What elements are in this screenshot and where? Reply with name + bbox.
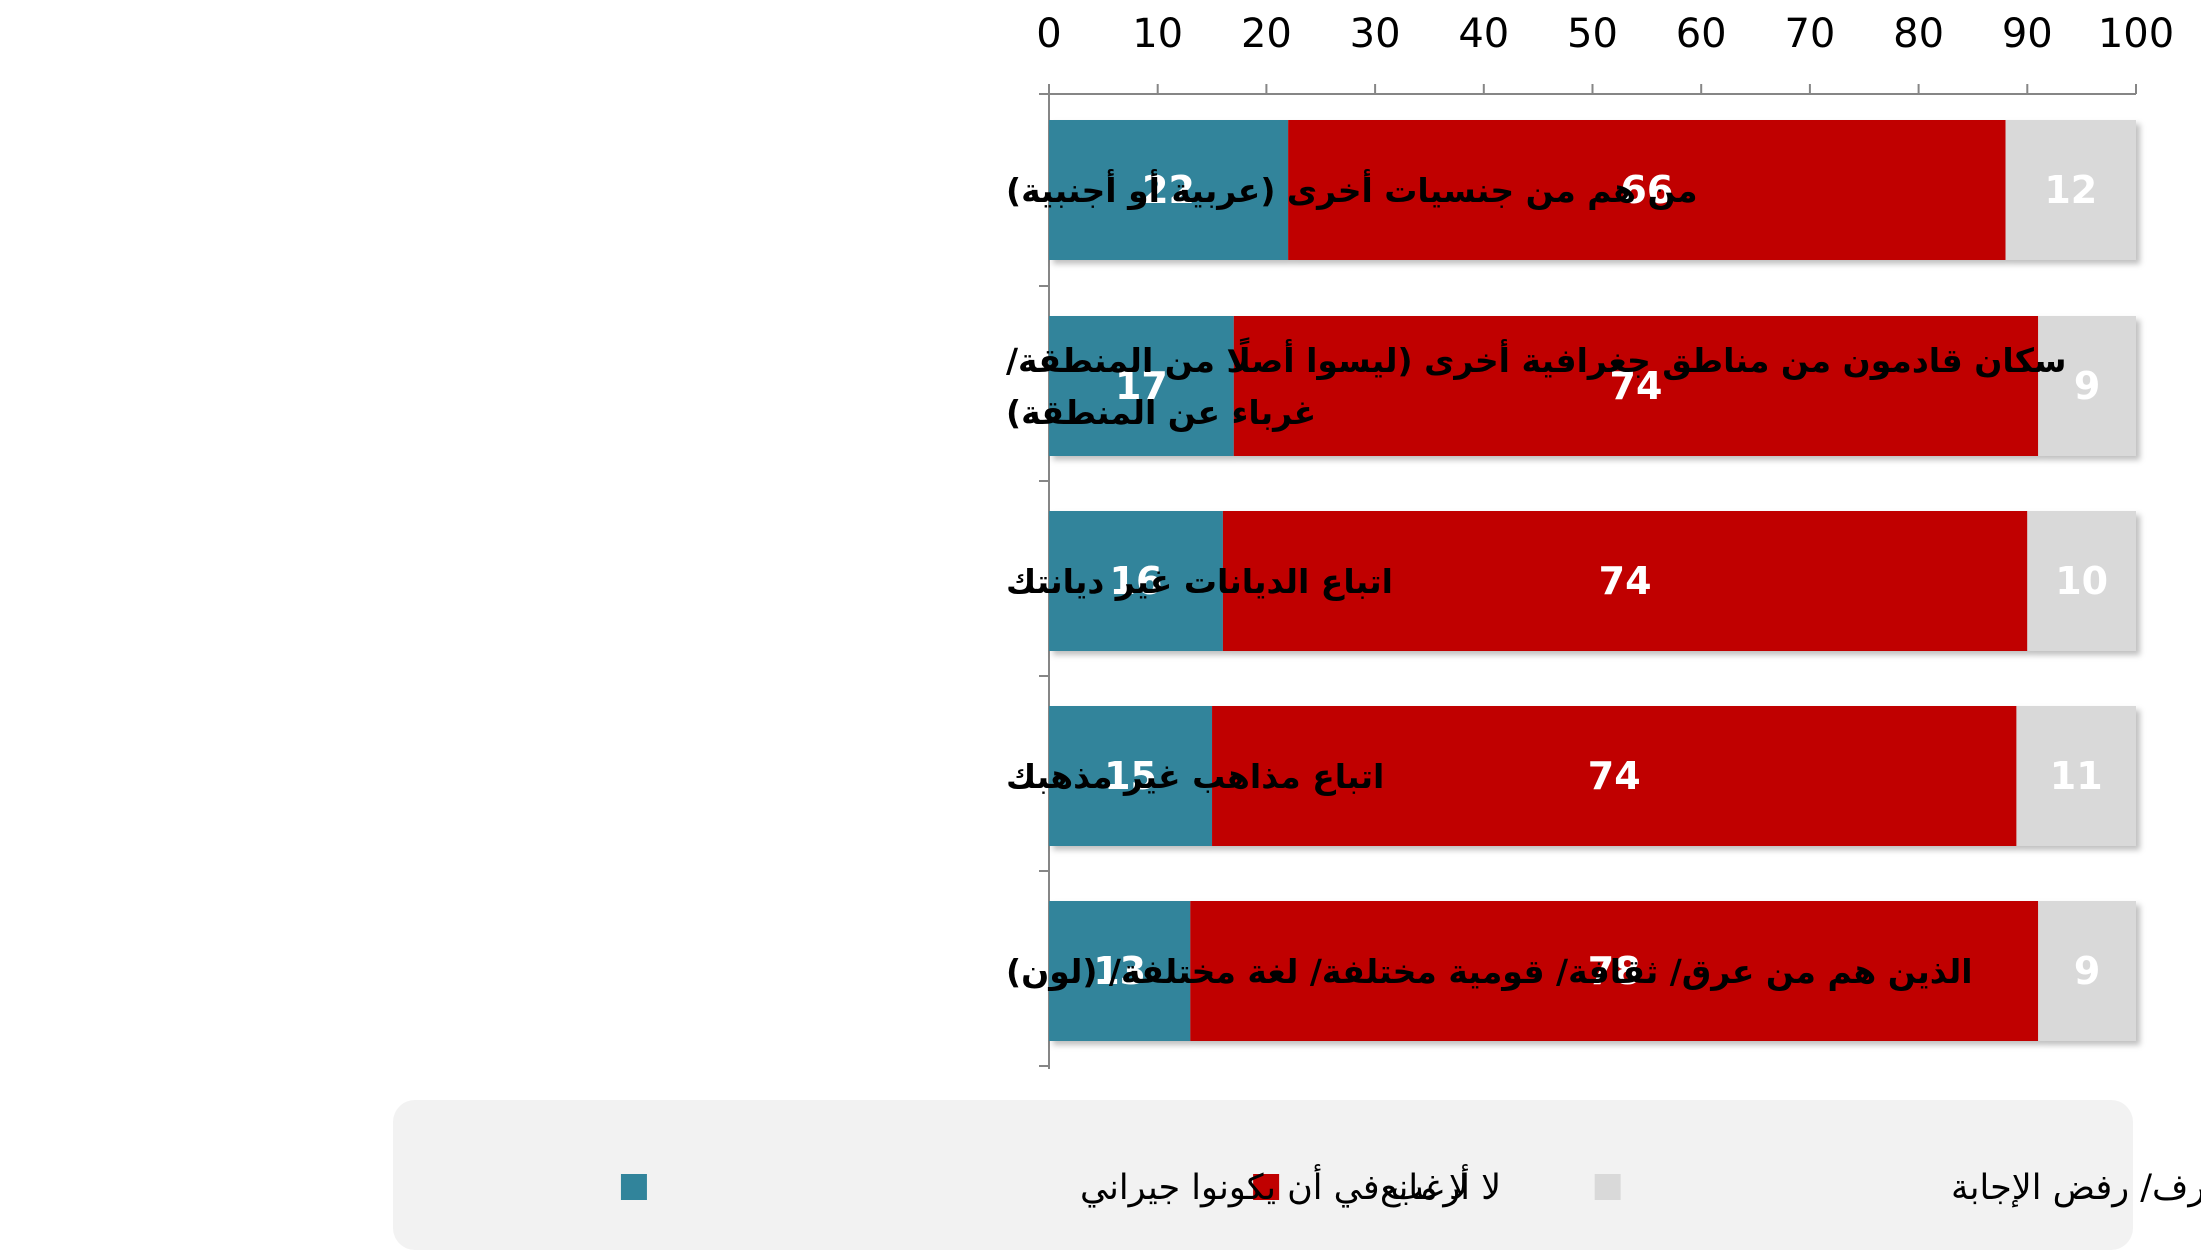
x-tick-label: 40 [1458, 11, 1509, 57]
legend-swatch [1253, 1174, 1280, 1200]
legend-label: لا أرغب في أن يكونوا جيراني [1080, 1164, 1501, 1208]
bar-segment [2016, 706, 2136, 846]
x-tick-label: 60 [1676, 11, 1727, 57]
legend-item: لا أعرف/ رفض الإجابة [1594, 1164, 2201, 1208]
x-tick-label: 70 [1784, 11, 1835, 57]
category-label: سكان قادمون من مناطق جغرافية أخرى (ليسوا… [1006, 337, 2066, 381]
bar-segment [1049, 901, 1191, 1041]
category-labels: من هم من جنسيات أخرى (عربية أو أجنبية) سك… [1006, 169, 2066, 992]
bar-segment [2027, 511, 2136, 651]
data-label: 9 [2074, 949, 2100, 993]
data-label: 22 [1142, 168, 1195, 212]
data-label: 74 [1599, 559, 1652, 603]
legend-swatch [1594, 1174, 1621, 1200]
bar-row [1049, 120, 2136, 260]
data-label: 9 [2074, 364, 2100, 408]
bars: 22 66 12 17 74 9 16 74 10 15 74 11 13 78 9 [1049, 120, 2136, 1041]
data-label: 74 [1588, 754, 1641, 798]
data-label: 10 [2055, 559, 2108, 603]
legend-swatch [620, 1174, 647, 1200]
x-tick-label: 30 [1350, 11, 1401, 57]
bar-segment [1049, 316, 1234, 456]
data-label: 17 [1115, 364, 1168, 408]
legend-item: لا أرغب في أن يكونوا جيراني [620, 1164, 1501, 1208]
bar-segment [1190, 901, 2039, 1041]
bar-segment [1049, 120, 1289, 260]
bar-segment [2038, 316, 2136, 456]
data-label: 16 [1110, 559, 1163, 603]
category-label: الذين هم من عرق/ ثقافة/ قومية مختلفة/ لغ… [1006, 952, 1973, 992]
x-tick-label: 20 [1241, 11, 1292, 57]
bar-segment [2005, 120, 2136, 260]
data-label: 74 [1610, 364, 1663, 408]
bar-row [1049, 901, 2136, 1041]
x-tick-label: 10 [1132, 11, 1183, 57]
bar-row [1049, 706, 2136, 846]
bar-segment [1222, 511, 2028, 651]
x-tick-label: 90 [2002, 11, 2053, 57]
bar-segment [1212, 706, 2017, 846]
bar-segment [1049, 706, 1213, 846]
data-label: 12 [2044, 168, 2097, 212]
x-tick-label: 80 [1893, 11, 1944, 57]
x-tick-label: 50 [1567, 11, 1618, 57]
legend-label: لا أعرف/ رفض الإجابة [1951, 1164, 2201, 1208]
legend-item: لا مانع [1253, 1168, 1469, 1208]
legend-label: لا مانع [1380, 1168, 1469, 1208]
data-label: 66 [1620, 168, 1673, 212]
data-label: 78 [1588, 949, 1641, 993]
x-axis: 0 10 20 30 40 50 60 70 80 90 100 [1036, 11, 2174, 95]
bar-row [1049, 316, 2136, 456]
bar-segment [1233, 316, 2039, 456]
x-tick-label: 100 [2098, 11, 2174, 57]
bar-segment [1288, 120, 2006, 260]
category-label: من هم من جنسيات أخرى (عربية أو أجنبية) [1006, 169, 1698, 211]
bar-segment [1049, 511, 1223, 651]
data-label: 15 [1104, 754, 1157, 798]
bar-segment [2038, 901, 2136, 1041]
data-label: 13 [1093, 949, 1146, 993]
category-label: اتباع مذاهب غير مذهبك [1006, 757, 1384, 797]
category-label: اتباع الديانات غير ديانتك [1006, 562, 1393, 602]
bar-row [1049, 511, 2136, 651]
data-label: 11 [2050, 754, 2103, 798]
x-tick-label: 0 [1036, 11, 1061, 57]
category-label: غرباء عن المنطقة) [1006, 393, 1316, 433]
